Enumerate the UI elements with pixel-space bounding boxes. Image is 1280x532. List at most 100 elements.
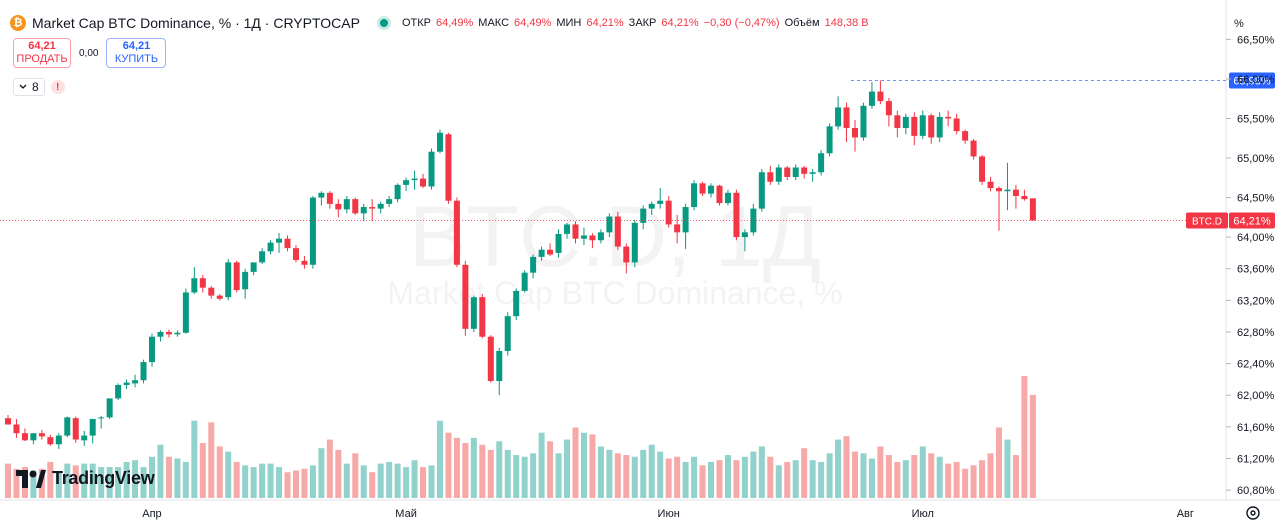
- alert-icon[interactable]: !: [50, 80, 65, 94]
- candle-body: [38, 433, 45, 437]
- price-tick-label: 61,20%: [1237, 454, 1275, 466]
- volume-bar: [987, 453, 994, 498]
- volume-bar: [132, 460, 139, 498]
- candle-body: [81, 435, 88, 441]
- tradingview-logo-icon: [16, 469, 46, 488]
- volume-value: 148,38 В: [824, 17, 869, 29]
- last-price-badge: [1229, 212, 1275, 229]
- candle-body: [547, 249, 554, 255]
- candle-body: [453, 200, 460, 265]
- volume-bar: [250, 467, 257, 498]
- time-axis[interactable]: Апр Май Июн Июл Авг: [142, 508, 1194, 520]
- symbol-tag-badge: [1186, 212, 1228, 229]
- volume-bar: [242, 465, 249, 498]
- candle-body: [157, 331, 164, 337]
- volume-bar: [428, 465, 435, 498]
- candle-body: [165, 331, 172, 335]
- volume-bar: [699, 465, 706, 498]
- buy-button[interactable]: 64,21 КУПИТЬ: [106, 38, 167, 68]
- candle-body: [936, 116, 943, 138]
- volume-bar: [386, 461, 393, 498]
- tradingview-logo[interactable]: TradingView: [16, 468, 155, 489]
- volume-bar: [657, 451, 664, 498]
- volume-bar: [614, 453, 621, 498]
- volume-bar: [106, 467, 113, 498]
- candle-body: [148, 336, 155, 363]
- sell-button[interactable]: 64,21 ПРОДАТЬ: [13, 38, 71, 68]
- volume-bar: [868, 458, 875, 498]
- volume-bar: [352, 453, 359, 498]
- candle-body: [326, 192, 333, 204]
- volume-bar: [521, 456, 528, 498]
- volume-bar: [733, 460, 740, 498]
- ohlc-values: ОТКР 64,49% МАКС 64,49% МИН 64,21% ЗАКР 64,2…: [402, 17, 869, 29]
- volume-bar: [877, 446, 884, 498]
- candles: [5, 80, 1036, 450]
- candle-body: [716, 185, 723, 204]
- candle-body: [174, 332, 181, 335]
- candle-body: [72, 418, 79, 440]
- price-tick-label: 62,80%: [1237, 327, 1275, 339]
- candle-body: [242, 271, 249, 290]
- buy-label: КУПИТЬ: [114, 53, 159, 65]
- candle-body: [411, 178, 418, 181]
- volume-bar: [1029, 394, 1036, 498]
- indicators-toggle[interactable]: 8 !: [13, 78, 65, 96]
- candle-body: [182, 292, 189, 333]
- volume-bar: [377, 463, 384, 498]
- volume-bar: [411, 460, 418, 498]
- close-label: ЗАКР: [628, 17, 657, 29]
- volume-bar: [801, 448, 808, 498]
- volume-bar: [81, 463, 88, 498]
- volume-bar: [98, 467, 105, 498]
- volume-bar: [674, 456, 681, 498]
- volume-bar: [284, 472, 291, 498]
- volume-bar: [775, 465, 782, 498]
- candle-body: [885, 101, 892, 116]
- candle-body: [530, 256, 537, 273]
- volume-bar: [470, 437, 477, 498]
- candle-body: [1021, 195, 1028, 200]
- change-value: −0,30 (−0,47%): [703, 17, 780, 29]
- volume-bar: [420, 467, 427, 498]
- volume-bar: [860, 453, 867, 498]
- watermark: BTC.D, 1Д Market Cap BTC Dominance, %: [387, 189, 842, 311]
- axis-unit-label[interactable]: %: [1234, 18, 1244, 30]
- buy-price: 64,21: [122, 40, 151, 52]
- volume-bar: [182, 461, 189, 498]
- candle-body: [564, 224, 571, 234]
- candle-body: [919, 115, 926, 136]
- volume-bar: [13, 468, 20, 498]
- volume-bar: [335, 449, 342, 498]
- volume-bar: [894, 461, 901, 498]
- candle-body: [420, 178, 427, 187]
- volume-bar: [1004, 439, 1011, 498]
- volume-bar: [394, 463, 401, 498]
- indicators-count-button[interactable]: 8: [13, 78, 45, 96]
- volume-bar: [165, 456, 172, 498]
- volume-bar: [318, 448, 325, 498]
- symbol-title[interactable]: Market Cap BTC Dominance, % · 1Д · CRYPT…: [32, 15, 360, 31]
- market-status-icon[interactable]: [379, 19, 388, 27]
- price-tick-label: 62,40%: [1237, 359, 1275, 371]
- volume-bar: [436, 420, 443, 498]
- candle-body: [682, 207, 689, 233]
- volume-bar: [199, 443, 206, 498]
- settings-icon[interactable]: [1246, 506, 1260, 520]
- volume-bar: [597, 446, 604, 498]
- volume-bar: [885, 455, 892, 498]
- volume-bar: [826, 453, 833, 498]
- price-axis[interactable]: 66,50% 66,00% 65,50% 65,00% 64,50% 64,00% 63,6…: [1226, 34, 1275, 497]
- volume-bar: [784, 461, 791, 498]
- bitcoin-icon: ₿: [10, 15, 26, 31]
- candle-body: [979, 156, 986, 182]
- volume-bar: [708, 461, 715, 498]
- candle-body: [225, 262, 232, 298]
- candle-body: [801, 167, 808, 174]
- candle-body: [64, 417, 71, 436]
- volume-bar: [606, 449, 613, 498]
- candle-body: [640, 208, 647, 223]
- volume-bar: [809, 460, 816, 498]
- candle-body: [318, 192, 325, 198]
